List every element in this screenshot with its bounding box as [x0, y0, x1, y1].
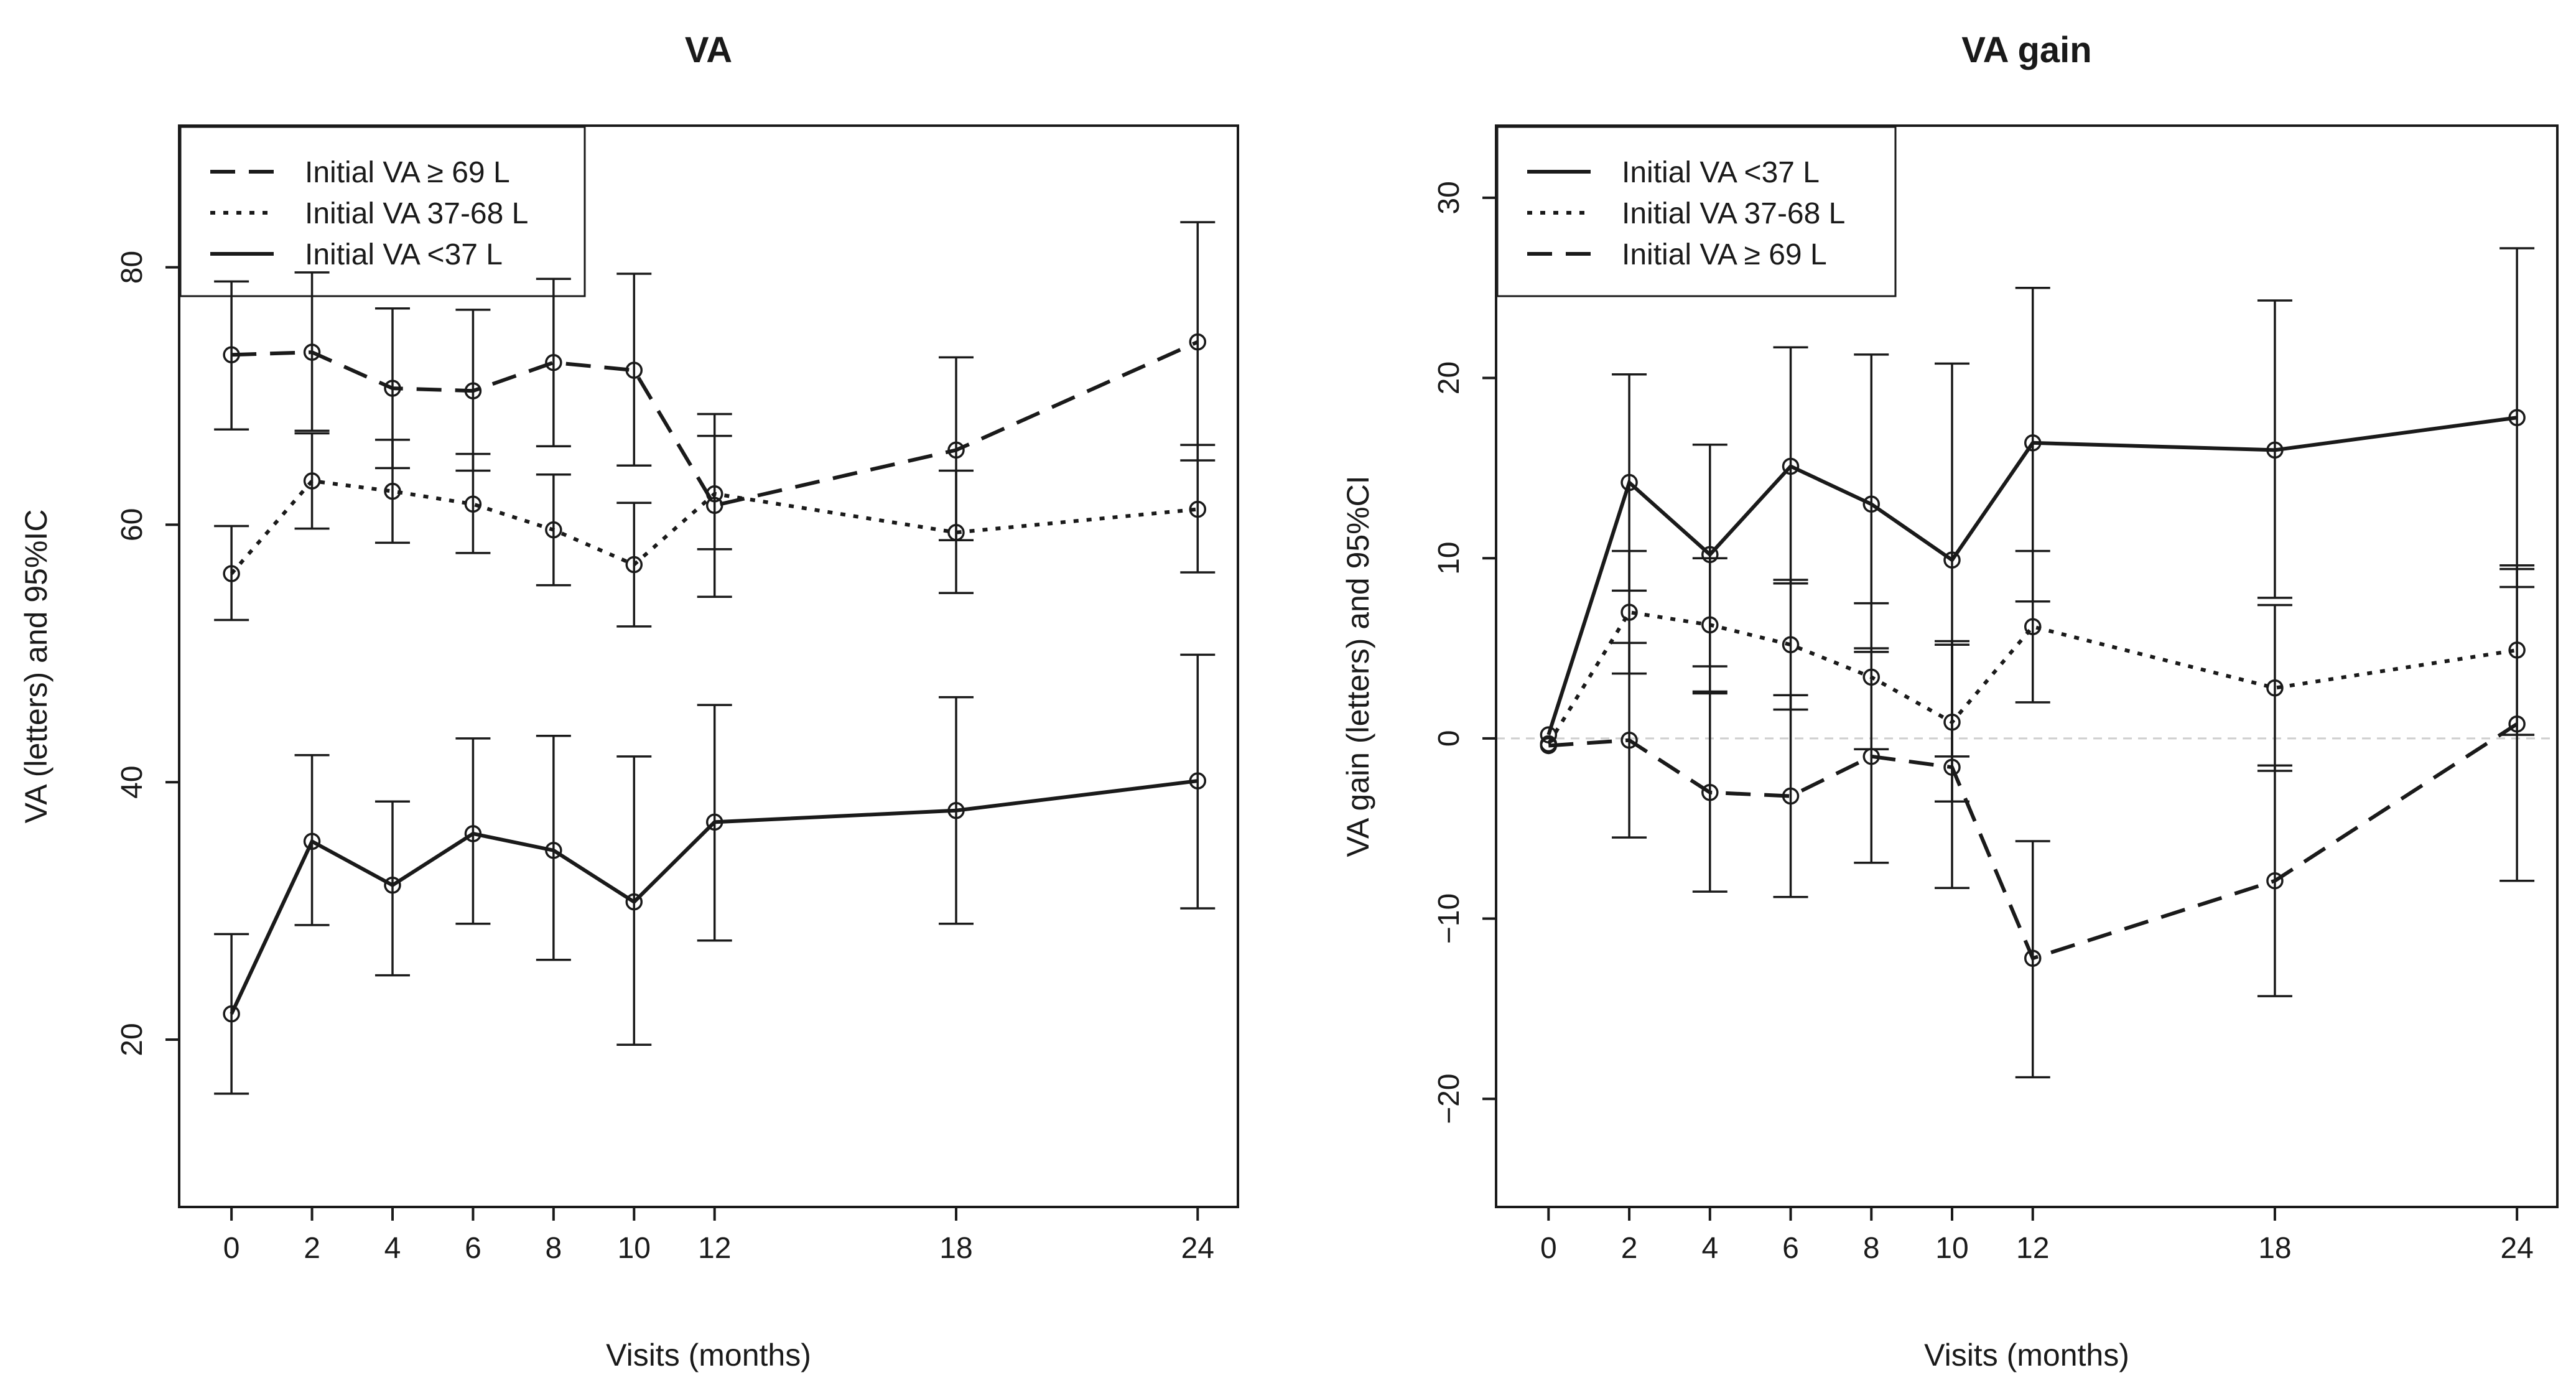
x-tick-label: 8	[545, 1232, 562, 1265]
data-point	[1862, 495, 1881, 513]
legend-label: Initial VA ≥ 69 L	[305, 156, 510, 189]
data-point	[1701, 616, 1719, 634]
chart-title: VA gain	[1961, 30, 2091, 70]
data-point	[947, 441, 965, 459]
plot-frame	[178, 124, 1239, 1208]
data-point	[545, 842, 562, 859]
data-point	[947, 801, 965, 819]
x-tick-label: 18	[2258, 1232, 2291, 1265]
data-point	[2024, 949, 2042, 967]
data-point	[1620, 473, 1638, 492]
data-point	[464, 495, 482, 513]
x-tick-label: 0	[1540, 1232, 1557, 1265]
data-point	[223, 1005, 240, 1023]
x-tick-label: 4	[384, 1232, 401, 1265]
x-tick-label: 10	[618, 1232, 651, 1265]
data-point	[1189, 772, 1207, 790]
data-point	[1782, 457, 1800, 475]
data-point	[1620, 732, 1638, 749]
data-point	[1782, 787, 1800, 805]
x-tick-label: 2	[304, 1232, 320, 1265]
y-axis-label: VA (letters) and 95%IC	[19, 510, 53, 824]
va-gain-panel: VA gain Visits (months) VA gain (letters) …	[1341, 30, 2559, 1372]
legend-label: Initial VA <37 L	[305, 238, 503, 271]
x-axis-label: Visits (months)	[606, 1338, 811, 1372]
y-tick-label: 60	[116, 508, 149, 541]
data-point	[545, 521, 562, 539]
data-point	[705, 813, 723, 831]
plot-frame	[1495, 124, 2559, 1208]
x-tick-label: 8	[1863, 1232, 1880, 1265]
y-tick-label: 10	[1433, 542, 1466, 575]
data-point	[1540, 737, 1558, 755]
legend: Initial VA <37 L Initial VA 37-68 L Initia…	[1496, 126, 1897, 297]
x-tick-label: 18	[939, 1232, 972, 1265]
x-tick-label: 24	[1181, 1232, 1214, 1265]
data-point	[384, 482, 401, 500]
data-point	[545, 353, 562, 371]
data-point	[705, 485, 723, 503]
data-point	[2266, 679, 2284, 697]
data-point	[2266, 872, 2284, 890]
data-point	[464, 825, 482, 842]
x-tick-label: 12	[698, 1232, 731, 1265]
data-point	[2508, 715, 2526, 733]
x-tick-label: 12	[2016, 1232, 2049, 1265]
data-point	[2024, 434, 2042, 452]
data-point	[1943, 758, 1961, 776]
data-point	[625, 893, 643, 911]
data-point	[1701, 784, 1719, 801]
data-point	[625, 361, 643, 379]
data-point	[1189, 500, 1207, 518]
va-panel: VA Visits (months) VA (letters) and 95%IC 0…	[19, 30, 1239, 1372]
x-tick-label: 0	[223, 1232, 240, 1265]
y-tick-label: 30	[1433, 181, 1466, 214]
series-line-dashed	[231, 340, 1199, 508]
legend-label: Initial VA <37 L	[1622, 156, 1820, 189]
legend-label: Initial VA ≥ 69 L	[1622, 238, 1827, 271]
data-point	[2024, 618, 2042, 636]
data-point	[384, 380, 401, 397]
y-tick-label: −20	[1433, 1073, 1466, 1124]
y-tick-label: 80	[116, 251, 149, 284]
y-tick-label: 20	[1433, 361, 1466, 394]
x-tick-label: 24	[2500, 1232, 2533, 1265]
y-axis-label: VA gain (letters) and 95%CI	[1341, 475, 1375, 857]
data-point	[625, 556, 643, 574]
data-point	[947, 524, 965, 541]
legend-label: Initial VA 37-68 L	[305, 197, 528, 230]
data-point	[223, 346, 240, 364]
legend: Initial VA ≥ 69 L Initial VA 37-68 L Initi…	[179, 126, 586, 297]
data-point	[223, 565, 240, 582]
y-tick-label: 0	[1433, 730, 1466, 747]
data-point	[303, 472, 321, 490]
data-point	[464, 382, 482, 399]
data-point	[1189, 333, 1207, 351]
x-tick-label: 6	[465, 1232, 481, 1265]
data-point	[1862, 748, 1881, 765]
y-tick-label: 20	[116, 1023, 149, 1056]
data-point	[303, 832, 321, 850]
data-point	[1943, 551, 1961, 569]
x-axis-label: Visits (months)	[1924, 1338, 2129, 1372]
x-tick-label: 10	[1935, 1232, 1968, 1265]
y-tick-label: −10	[1433, 893, 1466, 944]
data-point	[1782, 636, 1800, 653]
y-tick-label: 40	[116, 766, 149, 799]
chart-title: VA	[685, 30, 732, 70]
x-tick-label: 6	[1782, 1232, 1799, 1265]
data-point	[384, 876, 401, 894]
legend-label: Initial VA 37-68 L	[1622, 197, 1845, 230]
data-point	[1620, 603, 1638, 621]
legend-box	[1496, 126, 1897, 297]
data-point	[303, 343, 321, 361]
legend-box	[179, 126, 586, 297]
x-tick-label: 4	[1701, 1232, 1718, 1265]
x-tick-label: 2	[1621, 1232, 1638, 1265]
data-point	[2508, 409, 2526, 427]
data-point	[2266, 441, 2284, 459]
